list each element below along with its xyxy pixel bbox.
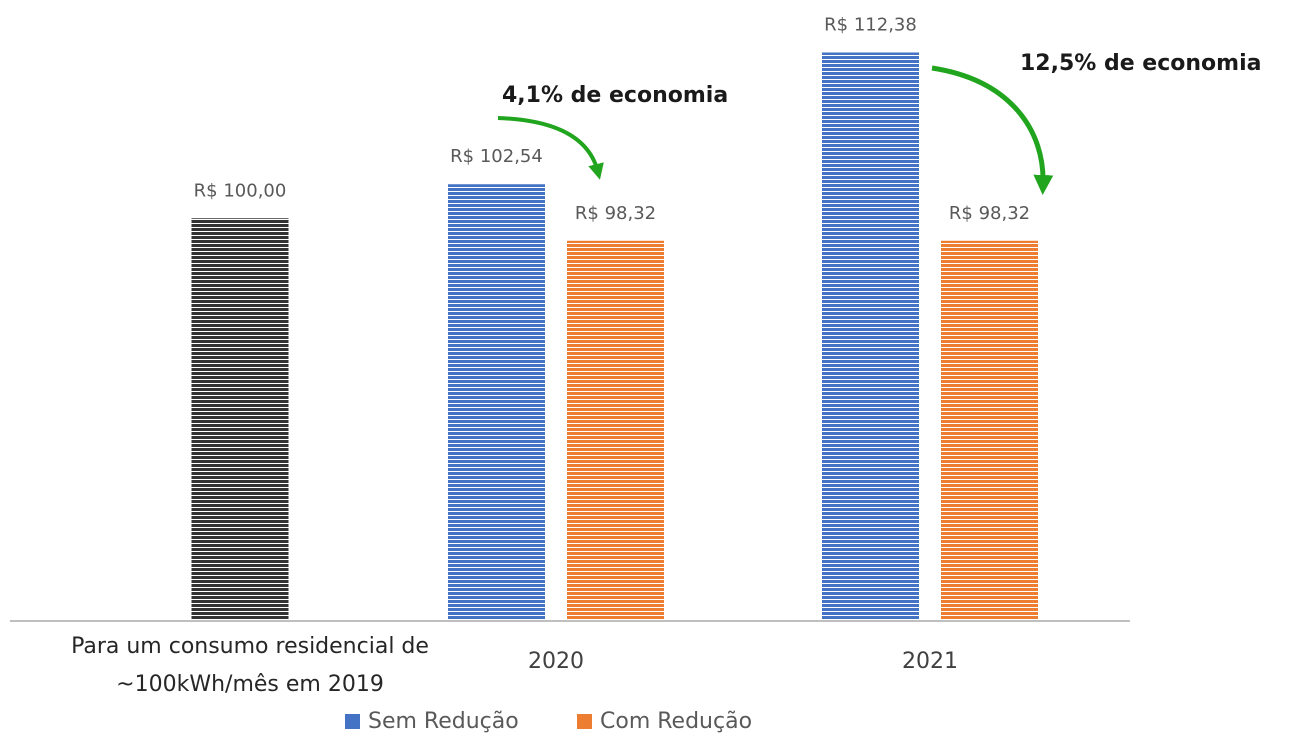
x-tick-label: 2021: [902, 649, 958, 674]
arrow: [497, 116, 604, 180]
x-tick-label: Para um consumo residencial de ~100kWh/m…: [71, 634, 429, 697]
value-label: R$ 98,32: [949, 203, 1030, 224]
bar: [941, 240, 1038, 621]
annotation: 12,5% de economia: [1020, 51, 1261, 76]
value-label: R$ 100,00: [194, 180, 287, 201]
legend-label: Sem Redução: [368, 709, 519, 734]
arrow: [931, 65, 1054, 195]
value-label: R$ 112,38: [824, 14, 917, 35]
bar: [822, 52, 919, 621]
legend-label: Com Redução: [600, 709, 752, 734]
bar: [567, 240, 664, 621]
x-tick-label: 2020: [528, 649, 584, 674]
legend-swatch: [345, 714, 360, 729]
bar: [191, 218, 289, 620]
value-label: R$ 102,54: [450, 146, 543, 167]
legend-swatch: [577, 714, 592, 729]
value-label: R$ 98,32: [575, 203, 656, 224]
annotation: 4,1% de economia: [502, 83, 728, 108]
bar: [448, 184, 545, 621]
